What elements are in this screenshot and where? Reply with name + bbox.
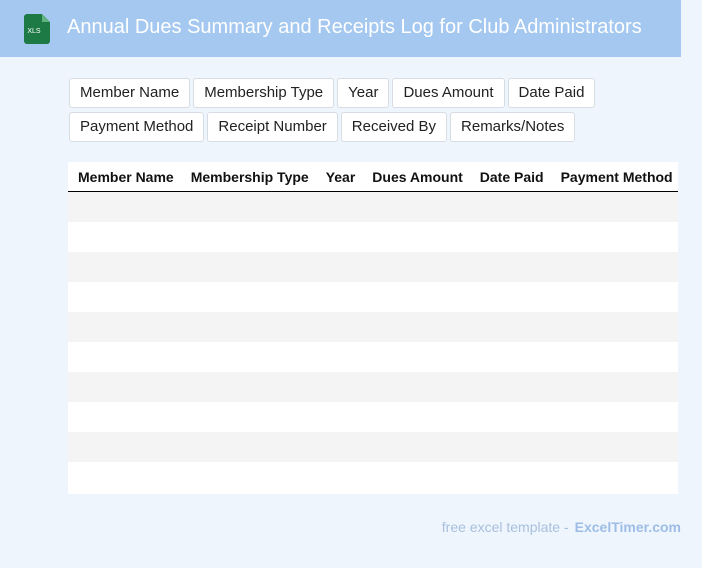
file-icon: XLS	[24, 14, 50, 44]
table-cell	[180, 252, 316, 282]
table-cell	[551, 402, 678, 432]
table-cell	[68, 282, 181, 312]
field-chip: Dues Amount	[392, 78, 505, 108]
title: Annual Dues Summary and Receipts Log for…	[67, 16, 642, 38]
table-cell	[316, 342, 363, 372]
column-header: Date Paid	[469, 162, 551, 192]
table-cell	[362, 222, 469, 252]
table-cell	[470, 282, 551, 312]
table-cell	[316, 402, 363, 432]
table-cell	[469, 432, 551, 462]
table-cell	[551, 462, 678, 492]
footer-text: free excel template -	[441, 519, 569, 535]
table-cell	[469, 191, 551, 222]
table-cell	[181, 402, 316, 432]
field-chip: Year	[337, 78, 390, 108]
header: XLS Annual Dues Summary and Receipts Log…	[0, 0, 681, 57]
table-cell	[551, 342, 678, 372]
column-header: Dues Amount	[362, 162, 470, 192]
table-row	[68, 402, 678, 432]
table-cell	[68, 462, 181, 492]
table-cell	[68, 342, 181, 372]
table-cell	[550, 252, 678, 282]
table-row	[68, 191, 678, 222]
table-cell	[551, 222, 678, 252]
table-cell	[68, 191, 181, 222]
column-header: Membership Type	[180, 162, 316, 192]
table-cell	[181, 282, 316, 312]
table-cell	[316, 462, 363, 492]
table-cell	[68, 252, 181, 282]
table-cell	[315, 252, 363, 282]
table-cell	[362, 402, 469, 432]
table-cell	[68, 372, 181, 402]
footer: free excel template - ExcelTimer.com	[442, 519, 681, 535]
table-row	[68, 432, 678, 462]
table-row	[68, 282, 678, 312]
table-cell	[315, 432, 363, 462]
table-cell	[315, 372, 363, 402]
column-header: Year	[315, 162, 363, 192]
table-cell	[551, 282, 678, 312]
column-header: Member Name	[68, 162, 181, 192]
table-cell	[180, 191, 316, 222]
table-cell	[362, 432, 470, 462]
table-cell	[469, 372, 551, 402]
field-chip: Remarks/Notes	[450, 112, 576, 142]
table-cell	[68, 222, 181, 252]
field-chip: Member Name	[69, 78, 191, 108]
table-cell	[180, 432, 316, 462]
table-cell	[469, 252, 551, 282]
table-row	[68, 372, 678, 402]
field-chip: Membership Type	[193, 78, 335, 108]
table-cell	[470, 402, 551, 432]
table-cell	[316, 282, 363, 312]
table-cell	[470, 342, 551, 372]
table-cell	[362, 191, 470, 222]
footer-link[interactable]: ExcelTimer.com	[574, 519, 681, 535]
field-chip: Received By	[340, 112, 448, 142]
column-header: Payment Method	[550, 162, 678, 192]
table-cell	[181, 462, 316, 492]
table-row	[68, 312, 678, 342]
table-cell	[550, 191, 678, 222]
table-cell	[68, 402, 181, 432]
table-cell	[68, 432, 181, 462]
table-cell	[68, 312, 181, 342]
table-cell	[180, 312, 316, 342]
table-cell	[180, 372, 316, 402]
table: Member Name Membership Type Year Dues Amoun…	[68, 162, 678, 494]
field-list: Member Name Membership Type Year Dues Amoun…	[69, 78, 629, 142]
table-cell	[550, 312, 678, 342]
table-cell	[470, 222, 551, 252]
field-chip: Payment Method	[69, 112, 205, 142]
table-cell	[315, 312, 363, 342]
table-cell	[550, 432, 678, 462]
table-cell	[362, 282, 469, 312]
table-cell	[362, 342, 469, 372]
table-cell	[362, 372, 470, 402]
table-cell	[316, 222, 363, 252]
table-row	[68, 252, 678, 282]
table-cell	[469, 312, 551, 342]
table-cell	[362, 312, 470, 342]
table-row	[68, 462, 678, 492]
table-cell	[362, 462, 469, 492]
table-cell	[181, 222, 316, 252]
table-row	[68, 222, 678, 252]
field-chip: Receipt Number	[207, 112, 338, 142]
icon-label: XLS	[27, 28, 41, 35]
header-row: Member Name Membership Type Year Dues Amoun…	[68, 162, 678, 192]
table-cell	[362, 252, 470, 282]
table-cell	[181, 342, 316, 372]
table-cell	[470, 462, 551, 492]
table-row	[68, 342, 678, 372]
table-cell	[550, 372, 678, 402]
table-cell	[315, 191, 363, 222]
field-chip: Date Paid	[507, 78, 596, 108]
